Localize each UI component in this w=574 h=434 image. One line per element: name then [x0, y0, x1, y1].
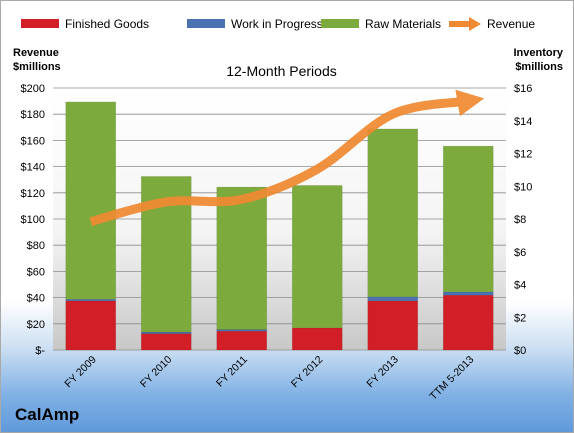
- left-axis-tick-label: $160: [21, 135, 45, 147]
- left-axis-tick-label: $100: [21, 214, 45, 226]
- bar-finished-goods: [140, 333, 192, 351]
- bar-raw-materials: [442, 145, 494, 293]
- right-axis-tick-label: $8: [514, 214, 526, 226]
- right-axis-tick-label: $2: [514, 312, 526, 324]
- chart-title: 12-Month Periods: [226, 63, 337, 79]
- right-axis-tick-label: $10: [514, 181, 532, 193]
- left-axis-tick-label: $80: [27, 240, 45, 252]
- left-axis-tick-label: $140: [21, 162, 45, 174]
- bar-finished-goods: [65, 300, 117, 351]
- legend-label: Raw Materials: [365, 17, 441, 31]
- left-axis-tick-label: $180: [21, 109, 45, 121]
- right-axis-tick-label: $12: [514, 149, 532, 161]
- bar-raw-materials: [216, 186, 268, 330]
- right-axis-tick-label: $4: [514, 280, 526, 292]
- left-axis-tick-label: $-: [35, 345, 45, 357]
- legend-label: Work in Progress: [231, 17, 323, 31]
- legend-label: Revenue: [487, 17, 535, 31]
- bar-work-in-progress: [367, 296, 419, 302]
- category-label: FY 2012: [289, 354, 326, 391]
- bar-raw-materials: [65, 101, 117, 300]
- right-axis-title: Inventory: [513, 47, 563, 59]
- bar-work-in-progress: [442, 291, 494, 296]
- right-axis-title: $millions: [515, 61, 563, 73]
- left-axis-title: $millions: [13, 61, 61, 73]
- bar-finished-goods: [442, 294, 494, 351]
- category-label: TTM 5-2013: [427, 354, 476, 403]
- legend-arrow-icon: [469, 17, 481, 31]
- left-axis-tick-label: $60: [27, 266, 45, 278]
- revenue-line: [89, 89, 485, 226]
- left-axis-tick-label: $200: [21, 83, 45, 95]
- legend-swatch: [321, 19, 359, 28]
- left-axis-tick-label: $20: [27, 319, 45, 331]
- legend-swatch: [187, 19, 225, 28]
- left-axis-tick-label: $120: [21, 188, 45, 200]
- right-axis-tick-label: $0: [514, 345, 526, 357]
- category-label: FY 2013: [364, 354, 401, 391]
- bar-finished-goods: [291, 327, 343, 351]
- bar-finished-goods: [216, 330, 268, 351]
- legend-label: Finished Goods: [65, 17, 149, 31]
- right-axis-tick-label: $14: [514, 116, 532, 128]
- bar-raw-materials: [367, 128, 419, 298]
- left-axis-tick-label: $40: [27, 293, 45, 305]
- category-label: FY 2011: [214, 354, 250, 390]
- category-label: FY 2009: [62, 354, 99, 391]
- bar-finished-goods: [367, 300, 419, 351]
- right-axis-tick-label: $6: [514, 247, 526, 259]
- company-name: CalAmp: [15, 405, 80, 424]
- bar-raw-materials: [291, 185, 343, 329]
- legend-swatch: [21, 19, 59, 28]
- right-axis-tick-label: $16: [514, 83, 532, 95]
- category-label: FY 2010: [138, 354, 175, 391]
- left-axis-title: Revenue: [13, 47, 59, 59]
